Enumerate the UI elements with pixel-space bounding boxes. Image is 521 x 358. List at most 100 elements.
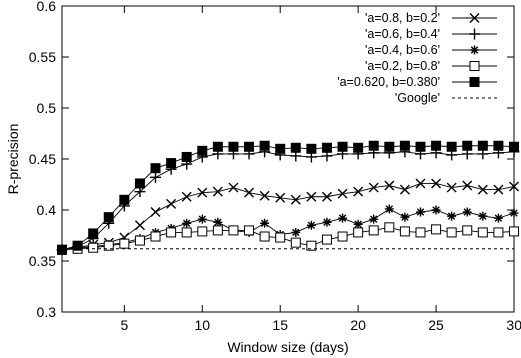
data-point	[57, 244, 67, 255]
series-line	[61, 151, 515, 251]
data-point	[400, 212, 410, 222]
data-point	[197, 226, 208, 237]
legend: 'a=0.8, b=0.2' 'a=0.6, b=0.4' 'a=0.4, b=0.…	[337, 11, 497, 105]
series-line	[61, 226, 515, 251]
data-point	[119, 238, 130, 249]
data-point	[275, 143, 286, 154]
data-point	[368, 182, 379, 193]
x-tick-label: 25	[428, 317, 444, 333]
data-point	[477, 227, 488, 238]
data-point	[103, 240, 114, 251]
legend-label: 'a=0.6, b=0.4'	[365, 27, 440, 41]
data-point	[244, 141, 255, 152]
y-tick-label: 0.55	[29, 49, 56, 65]
legend-entry: 'a=0.620, b=0.380'	[337, 75, 497, 89]
data-point	[446, 182, 457, 193]
data-point	[290, 142, 301, 153]
data-point	[431, 178, 442, 189]
data-point	[469, 13, 480, 23]
data-point	[306, 143, 317, 154]
data-point	[353, 142, 364, 153]
y-axis-label: R-precision	[5, 124, 21, 195]
y-tick-label: 0.6	[37, 0, 57, 14]
data-point	[134, 220, 145, 231]
data-point	[384, 222, 395, 233]
data-point	[150, 163, 161, 174]
data-point	[469, 61, 480, 71]
data-point	[182, 218, 192, 228]
data-point	[431, 224, 442, 235]
data-point	[306, 240, 317, 251]
y-tick-label: 0.35	[29, 253, 56, 269]
data-point	[368, 140, 379, 151]
data-point	[228, 141, 239, 152]
data-point	[509, 181, 519, 192]
data-point	[259, 231, 270, 242]
data-point	[431, 140, 442, 151]
data-point	[181, 191, 192, 202]
data-point	[446, 227, 457, 238]
data-point	[493, 184, 504, 195]
data-point	[462, 207, 472, 217]
data-point	[493, 227, 504, 238]
x-axis-label: Window size (days)	[227, 339, 348, 355]
data-point	[384, 180, 395, 191]
data-point	[415, 141, 426, 152]
data-point	[166, 158, 177, 169]
data-point	[493, 213, 503, 223]
data-point	[337, 188, 348, 199]
data-point	[197, 214, 207, 224]
data-point	[275, 192, 286, 203]
data-point	[259, 140, 270, 151]
series-layer	[56, 140, 520, 256]
data-point	[321, 142, 332, 153]
legend-label: 'a=0.4, b=0.6'	[365, 43, 440, 57]
data-point	[462, 225, 473, 236]
data-point	[259, 190, 270, 201]
data-point	[150, 171, 162, 183]
data-point	[368, 225, 379, 236]
data-point	[353, 186, 364, 197]
data-point	[290, 194, 301, 205]
data-point	[244, 187, 255, 198]
legend-label: 'a=0.8, b=0.2'	[365, 11, 440, 25]
data-point	[88, 242, 99, 253]
data-point	[166, 198, 177, 209]
data-point	[353, 219, 363, 229]
data-point	[493, 140, 504, 151]
data-point	[399, 140, 410, 151]
data-point	[470, 45, 479, 55]
legend-entry: 'a=0.4, b=0.6'	[365, 43, 497, 57]
data-point	[321, 191, 332, 202]
data-point	[197, 145, 208, 156]
data-point	[166, 227, 177, 238]
data-point	[134, 178, 145, 189]
data-point	[399, 226, 410, 237]
data-point	[462, 140, 473, 151]
legend-entry: 'a=0.2, b=0.8'	[365, 59, 497, 73]
data-point	[213, 217, 223, 227]
y-tick-label: 0.45	[29, 151, 56, 167]
data-point	[477, 184, 488, 195]
data-point	[477, 140, 488, 151]
data-point	[212, 141, 223, 152]
data-point	[431, 205, 441, 215]
data-point	[469, 77, 480, 87]
data-point	[384, 141, 395, 152]
x-tick-label: 5	[120, 317, 128, 333]
data-point	[244, 225, 255, 236]
data-point	[197, 187, 208, 198]
data-point	[150, 207, 161, 218]
data-point	[212, 186, 223, 197]
data-point	[72, 240, 83, 251]
data-point	[509, 141, 519, 152]
data-point	[462, 180, 473, 191]
data-point	[228, 225, 239, 236]
x-tick-label: 30	[506, 317, 521, 333]
legend-label: 'Google'	[395, 91, 440, 105]
data-point	[181, 227, 192, 238]
series-line	[61, 145, 515, 251]
y-tick-label: 0.3	[37, 304, 57, 320]
x-tick-label: 20	[350, 317, 366, 333]
